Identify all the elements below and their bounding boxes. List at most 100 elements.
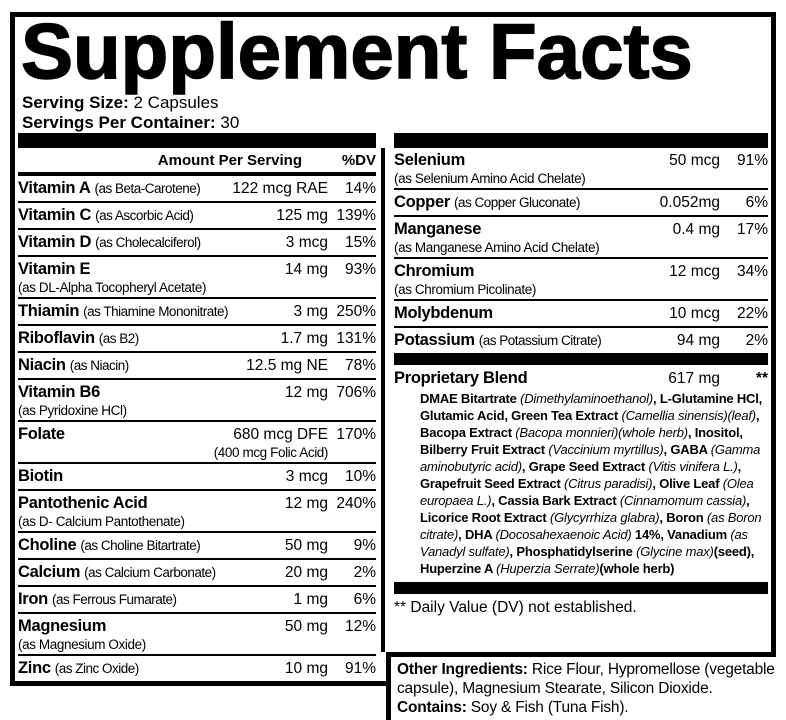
nutrient-amount: 3 mg — [294, 301, 328, 322]
contains-label: Contains: — [397, 699, 467, 716]
nutrient-name: Potassium — [394, 331, 475, 349]
blend-ingredient-segment: (Huperzia Serrate) — [496, 561, 600, 576]
servings-per-container-value: 30 — [215, 113, 240, 132]
nutrient-source: (as DL-Alpha Tocopheryl Acetate) — [18, 280, 207, 295]
nutrient-name: Thiamin — [18, 302, 80, 320]
nutrient-rows-left: Vitamin A (as Beta-Carotene) 122 mcg RAE 14… — [18, 176, 376, 681]
nutrient-row: Pantothenic Acid 12 mg 240% (as D- Calcium … — [18, 491, 376, 533]
nutrient-name: Manganese — [394, 220, 482, 238]
header-bar — [18, 133, 376, 148]
amount-value: 50 mg — [284, 537, 328, 554]
blend-ingredient-segment: (Glycyrrhiza glabra) — [549, 510, 660, 525]
blend-top-bar — [394, 353, 768, 365]
box-border-top — [10, 12, 776, 17]
nutrient-dv: 12% — [344, 618, 376, 635]
blend-ingredient-segment: DMAE Bitartrate — [420, 391, 521, 406]
servings-per-container-line: Servings Per Container: 30 — [22, 113, 239, 133]
nutrient-row-main-line: Biotin 3 mcg 10% — [18, 466, 376, 487]
nutrient-amount: 1.7 mg — [281, 328, 328, 349]
nutrient-name: Vitamin A — [18, 179, 91, 197]
nutrient-amount: 3 mcg — [286, 466, 328, 487]
proprietary-blend-row: Proprietary Blend 617 mg ** — [394, 365, 768, 390]
nutrient-row: Chromium 12 mcg 34% (as Chromium Picolinate… — [394, 259, 768, 301]
other-ingredients-value: Rice Flour, Hypromellose (vegetable caps… — [397, 661, 775, 697]
nutrient-source: (as Chromium Picolinate) — [394, 282, 536, 297]
amount-value: 3 mcg — [285, 468, 328, 485]
nutrient-source: (as Copper Gluconate) — [453, 195, 581, 210]
nutrient-row: Folate 680 mcg DFE (400 mcg Folic Acid) 170… — [18, 422, 376, 464]
nutrient-source: (as Cholecalciferol) — [95, 235, 201, 250]
nutrient-row: Potassium (as Potassium Citrate) 94 mg 2% — [394, 328, 768, 353]
nutrient-dv: 15% — [344, 234, 376, 251]
nutrient-dv: 6% — [353, 591, 376, 608]
amount-sub-note: (400 mcg Folic Acid) — [213, 445, 329, 460]
nutrient-amount: 680 mcg DFE (400 mcg Folic Acid) — [213, 424, 329, 460]
blend-ingredient-segment: , L-Glutamine HCl, Glutamic Acid, Green … — [420, 391, 763, 423]
nutrient-name: Folate — [18, 425, 65, 443]
nutrient-row: Molybdenum 10 mcg 22% — [394, 301, 768, 328]
blend-ingredient-segment: , Licorice Root Extract — [420, 493, 750, 525]
blend-bottom-bar — [394, 582, 768, 594]
nutrients-column-left: Amount Per Serving %DV Vitamin A (as Beta… — [18, 133, 376, 681]
nutrient-name: Vitamin D — [18, 233, 92, 251]
nutrient-amount: 1 mg — [294, 589, 328, 610]
nutrient-amount: 12 mcg — [669, 261, 720, 282]
nutrient-row: Iron (as Ferrous Fumarate) 1 mg 6% — [18, 587, 376, 614]
blend-ingredient-segment: , Inositol, Bilberry Fruit Extract — [420, 425, 743, 457]
amount-value: 125 mg — [276, 207, 328, 224]
amount-value: 10 mg — [284, 660, 328, 677]
amount-value: 12 mg — [284, 495, 328, 512]
nutrient-row-main-line: Iron (as Ferrous Fumarate) 1 mg 6% — [18, 589, 376, 610]
nutrient-source: (as Selenium Amino Acid Chelate) — [394, 171, 586, 186]
nutrient-source: (as Beta-Carotene) — [94, 181, 201, 196]
proprietary-blend-name: Proprietary Blend — [394, 369, 528, 387]
blend-ingredient-segment: (whole herb) — [599, 561, 675, 576]
contains-value: Soy & Fish (Tuna Fish). — [466, 699, 629, 716]
nutrient-amount: 50 mg — [285, 535, 328, 556]
amount-value: 10 mcg — [669, 305, 720, 322]
nutrient-amount: 122 mcg RAE — [232, 178, 328, 199]
proprietary-blend-ingredients: DMAE Bitartrate (Dimethylaminoethanol), … — [394, 390, 768, 582]
nutrient-row: Manganese 0.4 mg 17% (as Manganese Amino Ac… — [394, 217, 768, 259]
nutrient-row-main-line: Riboflavin (as B2) 1.7 mg 131% — [18, 328, 376, 349]
blend-ingredient-segment: (Dimethylaminoethanol) — [520, 391, 653, 406]
nutrient-dv: 22% — [736, 305, 768, 322]
other-ingredients-line: Other Ingredients: Rice Flour, Hypromell… — [397, 660, 775, 698]
nutrient-row: Niacin (as Niacin) 12.5 mg NE 78% — [18, 353, 376, 380]
blend-ingredient-segment: , Bacopa Extract — [420, 408, 760, 440]
nutrient-row-main-line: Manganese 0.4 mg 17% — [394, 219, 768, 240]
nutrient-name: Calcium — [18, 563, 81, 581]
blend-ingredient-segment: (Vitis vinifera L.) — [648, 459, 738, 474]
nutrient-row-main-line: Copper (as Copper Gluconate) 0.052mg 6% — [394, 192, 768, 213]
nutrient-amount: 12.5 mg NE — [246, 355, 328, 376]
serving-size-label: Serving Size: — [22, 93, 129, 112]
box-border-right — [771, 12, 776, 657]
serving-size-line: Serving Size: 2 Capsules — [22, 93, 239, 113]
nutrient-row-main-line: Chromium 12 mcg 34% — [394, 261, 768, 282]
amount-value: 3 mg — [293, 303, 328, 320]
amount-value: 12.5 mg NE — [246, 357, 328, 374]
nutrient-amount: 3 mcg — [286, 232, 328, 253]
nutrient-rows-right: Selenium 50 mcg 91% (as Selenium Amino Acid… — [394, 148, 768, 353]
blend-ingredient-segment: 14%, Vanadium — [631, 527, 731, 542]
amount-value: 1 mg — [293, 591, 328, 608]
blend-ingredient-segment: , Boron — [659, 510, 707, 525]
blend-ingredient-segment: (as Vanadyl sulfate) — [420, 527, 748, 559]
nutrient-name: Choline — [18, 536, 77, 554]
nutrient-source: (as Thiamine Mononitrate) — [83, 304, 228, 319]
nutrient-amount: 12 mg — [285, 382, 328, 403]
nutrient-dv: 240% — [336, 495, 376, 512]
nutrient-amount: 10 mcg — [669, 303, 720, 324]
blend-ingredient-segment: (Olea europaea L.) — [420, 476, 754, 508]
nutrient-name: Molybdenum — [394, 304, 493, 322]
nutrient-source: (as Ferrous Fumarate) — [51, 592, 177, 607]
amount-value: 122 mcg RAE — [232, 180, 328, 197]
nutrient-row: Copper (as Copper Gluconate) 0.052mg 6% — [394, 190, 768, 217]
nutrient-row-main-line: Folate 680 mcg DFE (400 mcg Folic Acid) 170… — [18, 424, 376, 460]
other-ingredients-label: Other Ingredients: — [397, 661, 528, 678]
nutrient-dv: 2% — [745, 332, 768, 349]
nutrient-dv: 10% — [344, 468, 376, 485]
nutrient-dv: 2% — [353, 564, 376, 581]
nutrient-source: (as D- Calcium Pantothenate) — [18, 514, 185, 529]
amount-value: 12 mg — [284, 384, 328, 401]
